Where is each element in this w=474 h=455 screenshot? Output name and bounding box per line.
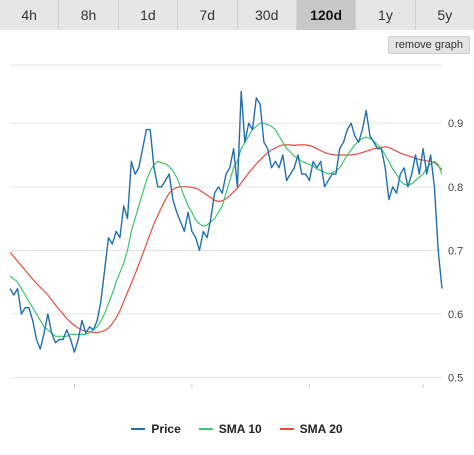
legend-label: SMA 20 <box>299 422 343 436</box>
y-tick-label: 0.7 <box>448 245 463 257</box>
legend-label: SMA 10 <box>218 422 262 436</box>
timeframe-tabs: 4h 8h 1d 7d 30d 120d 1y 5y <box>0 0 474 30</box>
tab-120d[interactable]: 120d <box>296 0 357 30</box>
legend-swatch <box>279 428 294 430</box>
tab-4h[interactable]: 4h <box>0 0 60 30</box>
y-tick-label: 0.9 <box>448 118 463 130</box>
tab-5y[interactable]: 5y <box>437 7 453 23</box>
series-line-sma-20 <box>9 144 443 334</box>
series-line-sma-10 <box>9 122 443 337</box>
y-tick-label: 0.6 <box>448 309 463 321</box>
price-chart: 0.50.60.70.80.9Jul '25Aug '25Sep '25Oct … <box>9 64 463 388</box>
y-tick-label: 0.5 <box>448 373 463 385</box>
chart-legend: Price SMA 10 SMA 20 <box>0 420 474 438</box>
tab-1y[interactable]: 1y <box>356 0 416 30</box>
legend-swatch <box>198 428 213 430</box>
legend-item-price[interactable]: Price <box>131 422 181 436</box>
series-line-price <box>9 90 443 353</box>
legend-item-sma-10[interactable]: SMA 10 <box>198 422 262 436</box>
y-tick-label: 0.8 <box>448 182 463 194</box>
remove-graph-button[interactable]: remove graph <box>388 36 470 54</box>
legend-label: Price <box>151 422 181 436</box>
tab-1d[interactable]: 1d <box>119 0 179 30</box>
tab-30d[interactable]: 30d <box>238 0 297 30</box>
legend-item-sma-20[interactable]: SMA 20 <box>279 422 343 436</box>
tab-8h[interactable]: 8h <box>59 0 119 30</box>
tab-7d[interactable]: 7d <box>178 0 238 30</box>
legend-swatch <box>131 428 146 430</box>
